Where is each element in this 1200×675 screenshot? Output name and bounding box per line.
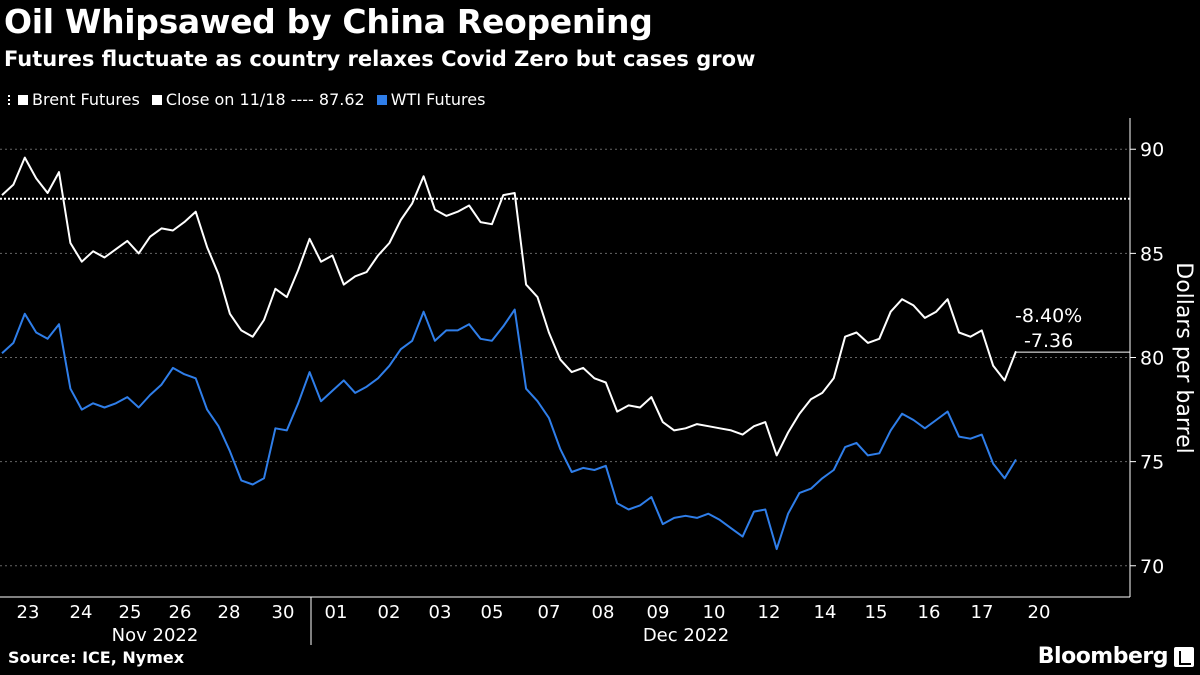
x-tick-label-5: 30 (272, 602, 295, 623)
close-swatch-icon (151, 94, 162, 105)
x-tick-label-10: 07 (538, 602, 561, 623)
brent-series-line (1, 156, 1017, 457)
annotation-pct-change: -8.40% (1015, 305, 1082, 327)
y-tick-label-80: 80 (1140, 348, 1164, 370)
x-tick-label-17: 16 (918, 602, 941, 623)
brent-marker-icon (8, 94, 16, 105)
x-tick-label-2: 25 (119, 602, 142, 623)
y-tick-label-75: 75 (1140, 452, 1164, 474)
x-tick-label-14: 12 (758, 602, 781, 623)
x-tick-label-8: 03 (429, 602, 452, 623)
x-tick-label-6: 01 (325, 602, 348, 623)
source-note: Source: ICE, Nymex (8, 648, 185, 667)
brent-swatch-icon (18, 94, 28, 105)
x-tick-label-16: 15 (865, 602, 888, 623)
legend-close: Close on 11/18 ---- 87.62 (151, 90, 365, 109)
legend-close-label: Close on 11/18 ---- 87.62 (165, 90, 365, 109)
wti-swatch-icon (376, 94, 387, 105)
y-axis-label: Dollars per barrel (1171, 262, 1196, 453)
month-label-dec: Dec 2022 (643, 625, 729, 646)
legend-brent: Brent Futures (8, 90, 140, 109)
bloomberg-logo: Bloomberg (1037, 644, 1169, 669)
legend-brent-label: Brent Futures (32, 90, 140, 109)
month-label-nov: Nov 2022 (112, 625, 199, 646)
x-tick-label-4: 28 (218, 602, 241, 623)
legend-wti: WTI Futures (376, 90, 486, 109)
y-tick-label-90: 90 (1140, 139, 1164, 161)
x-tick-label-13: 10 (703, 602, 726, 623)
y-tick-label-70: 70 (1140, 556, 1164, 578)
x-tick-label-7: 02 (378, 602, 401, 623)
chart-subtitle: Futures fluctuate as country relaxes Cov… (4, 47, 756, 71)
x-tick-label-19: 20 (1028, 602, 1051, 623)
x-tick-label-3: 26 (169, 602, 192, 623)
x-tick-label-1: 24 (70, 602, 93, 623)
x-tick-label-18: 17 (971, 602, 994, 623)
wti-series-line (1, 308, 1017, 551)
x-tick-label-0: 23 (17, 602, 40, 623)
legend-wti-label: WTI Futures (390, 90, 486, 109)
x-tick-label-12: 09 (647, 602, 670, 623)
annotation-abs-change: -7.36 (1024, 330, 1073, 352)
chart-title: Oil Whipsawed by China Reopening (4, 2, 653, 41)
y-tick-label-85: 85 (1140, 243, 1164, 265)
x-tick-label-11: 08 (592, 602, 615, 623)
x-tick-label-15: 14 (814, 602, 837, 623)
bloomberg-logo-icon (1174, 647, 1194, 667)
x-tick-label-9: 05 (481, 602, 504, 623)
legend: Brent Futures Close on 11/18 ---- 87.62 … (8, 90, 497, 109)
